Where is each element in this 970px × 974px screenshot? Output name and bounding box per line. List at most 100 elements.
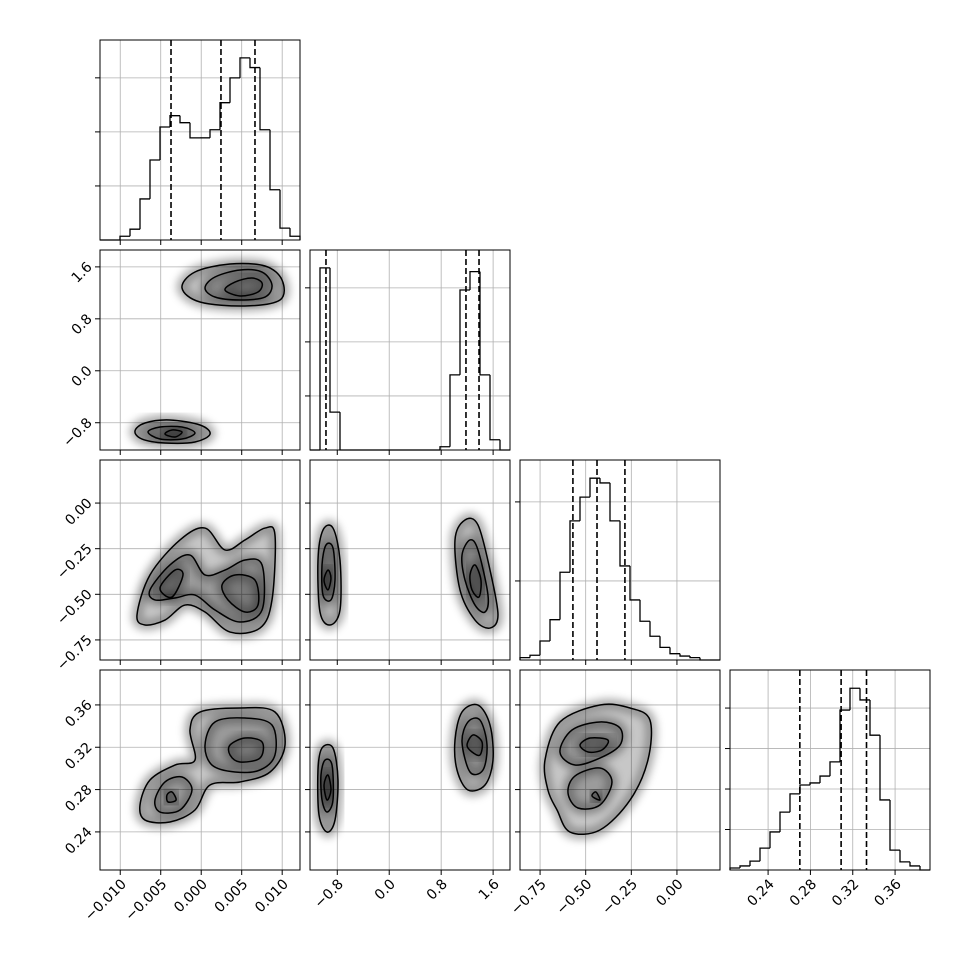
y-tick-label: −0.25 (54, 541, 96, 583)
histogram-step (489, 374, 500, 441)
x-tick-label: 0.36 (871, 876, 904, 909)
contour (154, 775, 193, 814)
histogram-step (209, 129, 220, 138)
histogram-step (839, 709, 850, 762)
x-tick-label: −0.010 (82, 876, 130, 924)
y-tick-label: 0.24 (62, 824, 95, 857)
histogram-step (919, 865, 930, 871)
histogram-step (819, 775, 830, 783)
histogram-step (449, 374, 460, 447)
x-tick-label: −0.50 (554, 876, 596, 918)
x-tick-label: 0.24 (744, 876, 777, 909)
histogram-step (129, 228, 140, 237)
histogram-step (339, 412, 350, 451)
histogram-step (909, 861, 920, 867)
contour (221, 573, 260, 613)
contour (136, 525, 277, 635)
histogram-step (279, 189, 290, 229)
panel-frame (99, 39, 301, 241)
histogram-step (829, 761, 840, 777)
contour (461, 717, 488, 776)
contour (148, 554, 266, 623)
panel-frame (309, 459, 511, 661)
histogram-step (619, 520, 630, 567)
histogram-step (319, 267, 330, 450)
histogram-step (749, 860, 760, 866)
x-tick-label: 1.6 (476, 876, 503, 903)
histogram-step (549, 619, 560, 642)
histogram-step (649, 621, 660, 637)
histogram-step (669, 647, 680, 655)
histogram-step (769, 831, 780, 849)
x-tick-label: 0.000 (171, 876, 211, 916)
y-tick-label: −0.8 (60, 415, 95, 450)
histogram-step (579, 496, 590, 521)
histogram-step (679, 653, 690, 657)
contour (567, 767, 613, 810)
histogram-step (179, 115, 190, 124)
histogram-step (229, 77, 240, 103)
histogram-step (119, 235, 130, 240)
y-tick-label: 0.0 (69, 363, 96, 390)
histogram-step (639, 599, 650, 622)
panel-frame (729, 669, 931, 871)
y-tick-label: −0.75 (54, 632, 96, 674)
histogram-step (169, 115, 180, 128)
panel-frame (99, 249, 301, 451)
contour (559, 721, 624, 766)
contour (579, 736, 610, 754)
histogram-step (779, 811, 790, 832)
contour (181, 262, 286, 307)
histogram-step (479, 271, 490, 376)
panel-frame (309, 249, 511, 451)
histogram-step (239, 57, 250, 78)
histogram-step (599, 478, 610, 484)
x-tick-label: 0.010 (252, 876, 292, 916)
histogram-step (559, 571, 570, 620)
histogram-step (809, 782, 820, 785)
x-tick-label: 0.005 (212, 876, 252, 916)
x-tick-label: −0.8 (312, 876, 347, 911)
y-tick-label: 1.6 (69, 259, 96, 286)
histogram-step (439, 446, 450, 450)
y-tick-label: −0.50 (54, 587, 96, 629)
x-tick-label: 0.0 (372, 876, 399, 903)
histogram-step (569, 520, 580, 573)
histogram-step (249, 57, 260, 69)
histogram-step (889, 799, 900, 851)
panel-frame (309, 669, 511, 871)
histogram-step (739, 865, 750, 868)
histogram-step (149, 159, 160, 199)
contour (159, 568, 184, 599)
contour (227, 737, 265, 763)
histogram-step (469, 270, 480, 290)
x-tick-label: −0.25 (599, 876, 641, 918)
histogram-step (759, 847, 770, 862)
y-tick-label: 0.32 (62, 740, 95, 773)
y-tick-label: 0.28 (62, 782, 95, 815)
histogram-step (329, 267, 340, 413)
x-tick-label: 0.00 (653, 876, 686, 909)
contour (204, 268, 273, 301)
panel-frame (99, 669, 301, 871)
histogram-step (849, 687, 860, 711)
histogram-step (289, 228, 301, 240)
histogram-step (879, 735, 890, 801)
y-tick-label: 0.36 (62, 697, 95, 730)
histogram-step (799, 784, 810, 794)
y-tick-label: 0.8 (69, 311, 96, 338)
x-tick-label: −0.005 (122, 876, 170, 924)
histogram-step (589, 477, 600, 498)
panel-frame (99, 459, 301, 661)
contour (469, 564, 482, 599)
histogram-step (159, 126, 170, 160)
histogram-step (899, 850, 910, 863)
histogram-step (609, 482, 620, 522)
histogram-step (789, 793, 800, 813)
x-tick-label: 0.8 (424, 876, 451, 903)
contour (224, 277, 264, 297)
y-tick-label: 0.00 (62, 495, 95, 528)
histogram-step (259, 67, 270, 131)
